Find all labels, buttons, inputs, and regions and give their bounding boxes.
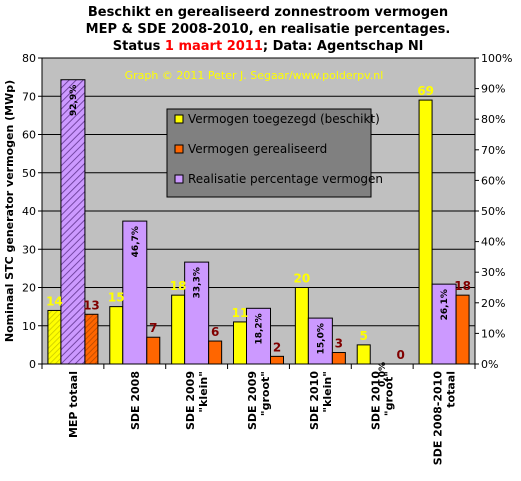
bar-gerealiseerd bbox=[84, 313, 99, 365]
chart-title-line-3: Status 1 maart 2011; Data: Agentschap Nl bbox=[113, 39, 423, 54]
bar-toegezegd bbox=[356, 344, 371, 365]
bar-gerealiseerd bbox=[331, 352, 346, 365]
y-axis-label: Nominaal STC generator vermogen (MWp) bbox=[3, 80, 16, 342]
label-gerealiseerd: 3 bbox=[335, 337, 343, 351]
label-toegezegd: 20 bbox=[294, 272, 311, 286]
label-toegezegd: 14 bbox=[46, 294, 63, 308]
y-tick-label: 70 bbox=[22, 90, 36, 103]
x-category-label: SDE 2010 bbox=[308, 371, 321, 430]
y2-tick-label: 40% bbox=[481, 236, 505, 249]
bar-gerealiseerd bbox=[208, 340, 223, 365]
legend-swatch bbox=[174, 174, 184, 184]
x-category-label: "klein" bbox=[321, 371, 334, 413]
label-gerealiseerd: 13 bbox=[83, 298, 100, 312]
label-toegezegd: 15 bbox=[108, 291, 125, 305]
x-category-label: "groot" bbox=[259, 371, 272, 416]
x-category-label: SDE 2009 bbox=[246, 371, 259, 430]
bar-toegezegd bbox=[171, 294, 186, 365]
title-source: ; Data: Agentschap Nl bbox=[263, 39, 423, 54]
label-gerealiseerd: 2 bbox=[273, 340, 281, 354]
y-axis: 0 10 20 30 40 50 60 70 80 bbox=[22, 52, 43, 371]
label-percentage: 15,0% bbox=[316, 323, 326, 354]
y2-tick-label: 100% bbox=[481, 52, 512, 65]
bar-toegezegd bbox=[47, 309, 62, 365]
bar-gerealiseerd bbox=[270, 355, 284, 365]
x-category-label: "groot" bbox=[383, 371, 396, 416]
bar-gerealiseerd bbox=[146, 336, 161, 365]
y-tick-label: 30 bbox=[22, 243, 36, 256]
y2-tick-label: 70% bbox=[481, 144, 505, 157]
chart-title-line-2: MEP & SDE 2008-2010, en realisatie perce… bbox=[86, 22, 451, 37]
y2-tick-label: 30% bbox=[481, 266, 505, 279]
bar-toegezegd bbox=[233, 321, 247, 365]
legend-label: Vermogen toegezegd (beschikt) bbox=[188, 112, 380, 126]
bar-realisatie-percentage bbox=[307, 317, 333, 365]
x-category-label: SDE 2008 bbox=[129, 371, 142, 430]
bar-realisatie-percentage bbox=[60, 79, 86, 365]
bar-toegezegd bbox=[109, 306, 124, 365]
label-percentage: 92,9% bbox=[69, 85, 79, 116]
y-tick-label: 0 bbox=[29, 358, 36, 371]
y2-tick-label: 10% bbox=[481, 327, 505, 340]
label-gerealiseerd: 0 bbox=[397, 348, 405, 362]
label-toegezegd: 11 bbox=[232, 306, 249, 320]
y2-axis: 0% 10% 20% 30% 40% 50% 60% 70% 80% 90% 100% bbox=[474, 52, 512, 371]
label-percentage: 0,0% bbox=[378, 362, 388, 387]
title-status: Status bbox=[113, 39, 161, 54]
x-category-label: SDE 2008-2010 bbox=[432, 371, 445, 466]
x-category-label: MEP totaal bbox=[67, 371, 80, 438]
legend-box bbox=[166, 108, 372, 198]
label-percentage: 26,1% bbox=[440, 289, 450, 320]
x-category-label: SDE 2010 bbox=[370, 371, 383, 430]
label-percentage: 18,2% bbox=[255, 313, 265, 344]
bar-toegezegd bbox=[294, 287, 309, 365]
x-category-label: totaal bbox=[445, 371, 458, 408]
legend-swatch bbox=[174, 144, 184, 154]
value-labels: 14 13 92,9% 15 7 46,7% 18 6 33,3% 11 2 18,2% 20 3 15,0… bbox=[46, 84, 471, 387]
y-tick-label: 20 bbox=[22, 282, 36, 295]
label-toegezegd: 69 bbox=[417, 84, 434, 98]
label-percentage: 33,3% bbox=[193, 267, 203, 298]
y-tick-label: 50 bbox=[22, 167, 36, 180]
label-toegezegd: 5 bbox=[360, 329, 368, 343]
bars bbox=[47, 79, 470, 365]
legend-swatch bbox=[174, 114, 184, 124]
y2-tick-label: 80% bbox=[481, 113, 505, 126]
y2-tick-label: 20% bbox=[481, 297, 505, 310]
label-percentage: 46,7% bbox=[131, 226, 141, 257]
bar-realisatie-percentage bbox=[246, 307, 271, 365]
y-tick-label: 60 bbox=[22, 129, 36, 142]
bar-toegezegd bbox=[418, 99, 433, 365]
bar-realisatie-percentage bbox=[184, 261, 210, 365]
legend-label: Realisatie percentage vermogen bbox=[188, 172, 383, 186]
legend: Vermogen toegezegd (beschikt) Vermogen ge… bbox=[166, 108, 383, 198]
y-tick-label: 40 bbox=[22, 205, 36, 218]
y-tick-label: 80 bbox=[22, 52, 36, 65]
y2-tick-label: 0% bbox=[481, 358, 498, 371]
x-category-label: "klein" bbox=[197, 371, 210, 413]
x-axis: MEP totaal SDE 2008 SDE 2009 "klein" SDE 200… bbox=[41, 363, 476, 466]
title-date: 1 maart 2011 bbox=[165, 39, 263, 54]
label-toegezegd: 18 bbox=[170, 279, 187, 293]
y-tick-label: 10 bbox=[22, 320, 36, 333]
bar-gerealiseerd bbox=[455, 294, 470, 365]
y2-tick-label: 50% bbox=[481, 205, 505, 218]
chart-title-line-1: Beschikt en gerealiseerd zonnestroom ver… bbox=[88, 5, 448, 20]
label-gerealiseerd: 6 bbox=[211, 325, 219, 339]
label-gerealiseerd: 18 bbox=[454, 279, 471, 293]
watermark: Graph © 2011 Peter J. Segaar/www.polderp… bbox=[125, 69, 384, 82]
label-gerealiseerd: 7 bbox=[149, 321, 157, 335]
y2-tick-label: 60% bbox=[481, 174, 505, 187]
x-category-label: SDE 2009 bbox=[184, 371, 197, 430]
legend-label: Vermogen gerealiseerd bbox=[188, 142, 327, 156]
y2-tick-label: 90% bbox=[481, 83, 505, 96]
bar-realisatie-percentage bbox=[431, 283, 457, 365]
